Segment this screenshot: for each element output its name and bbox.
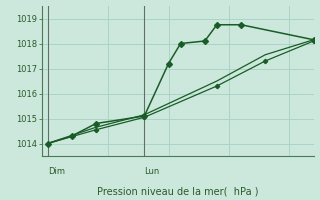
Text: Pression niveau de la mer(  hPa ): Pression niveau de la mer( hPa ) <box>97 187 258 197</box>
Text: Lun: Lun <box>144 167 160 176</box>
Text: Dim: Dim <box>48 167 65 176</box>
